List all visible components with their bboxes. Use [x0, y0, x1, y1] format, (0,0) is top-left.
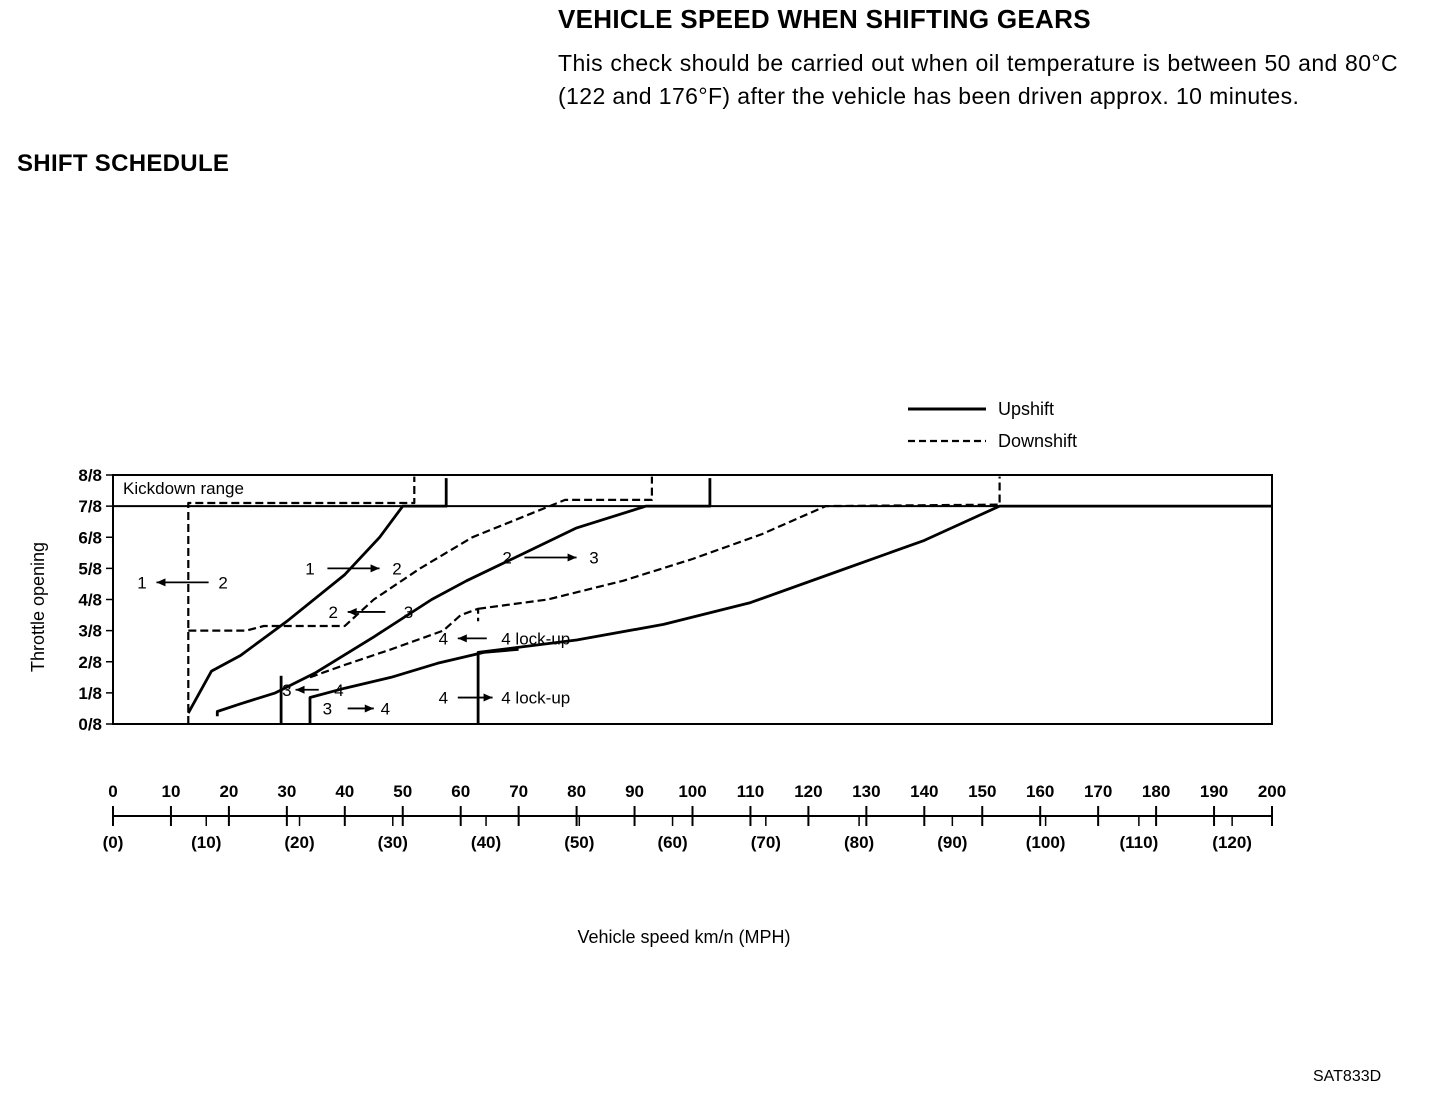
y-tick-label: 6/8	[78, 528, 102, 547]
x-tick-label: 200	[1258, 782, 1286, 801]
y-tick-label: 8/8	[78, 466, 102, 485]
x-tick-label: 160	[1026, 782, 1054, 801]
x-tick-label: 140	[910, 782, 938, 801]
shift-arrow	[156, 578, 209, 587]
shift-annotation: 1	[137, 573, 146, 592]
x-tick-mph-label: (40)	[471, 833, 501, 852]
x-tick-label: 170	[1084, 782, 1112, 801]
x-tick-label: 20	[219, 782, 238, 801]
shift-annotation: 1	[305, 559, 314, 578]
shift-annotation: 2	[502, 548, 511, 567]
x-tick-label: 30	[277, 782, 296, 801]
x-tick-label: 150	[968, 782, 996, 801]
kickdown-label: Kickdown range	[123, 479, 244, 498]
x-tick-mph-label: (120)	[1212, 833, 1252, 852]
x-tick-mph-label: (60)	[657, 833, 687, 852]
x-tick-mph-label: (90)	[937, 833, 967, 852]
x-tick-label: 180	[1142, 782, 1170, 801]
downshift-line	[477, 476, 1001, 610]
x-tick-mph-label: (0)	[103, 833, 124, 852]
x-tick-label: 50	[393, 782, 412, 801]
x-tick-label: 110	[737, 782, 764, 801]
shift-annotation: 3	[323, 699, 332, 718]
shift-arrow	[524, 553, 577, 562]
axes-layer	[106, 474, 1273, 826]
x-tick-label: 80	[567, 782, 586, 801]
shift-annotation: 4	[439, 629, 448, 648]
shift-arrow-head	[156, 578, 166, 587]
shift-arrow-head	[483, 693, 493, 702]
section-title: SHIFT SCHEDULE	[17, 150, 230, 177]
shift-arrow-head	[567, 553, 577, 562]
y-tick-label: 2/8	[78, 653, 102, 672]
series-layer	[187, 476, 1272, 724]
x-tick-label: 60	[451, 782, 470, 801]
shift-annotation: 3	[589, 548, 598, 567]
shift-annotation: 2	[328, 603, 337, 622]
x-tick-label: 190	[1200, 782, 1228, 801]
shift-arrow	[295, 685, 319, 694]
shift-annotation: 4	[334, 681, 343, 700]
shift-arrow-head	[364, 704, 374, 713]
upshift-line	[187, 478, 448, 714]
y-tick-label: 3/8	[78, 622, 102, 641]
legend-upshift-label: Upshift	[998, 399, 1054, 419]
x-tick-mph-label: (70)	[751, 833, 781, 852]
downshift-line	[188, 476, 654, 632]
intro-paragraph: This check should be carried out when oi…	[558, 50, 1398, 109]
x-tick-mph-label: (100)	[1026, 833, 1066, 852]
downshift-line	[187, 476, 416, 724]
shift-annotation: 2	[218, 573, 227, 592]
shift-arrow	[457, 693, 493, 702]
shift-arrow-head	[370, 564, 380, 573]
x-tick-mph-label: (50)	[564, 833, 594, 852]
x-tick-mph-label: (10)	[191, 833, 221, 852]
figure-code: SAT833D	[1313, 1068, 1382, 1085]
x-tick-mph-label: (20)	[284, 833, 314, 852]
x-axis-label: Vehicle speed km/n (MPH)	[577, 927, 790, 947]
legend: Upshift Downshift	[908, 399, 1077, 451]
x-tick-mph-label: (110)	[1120, 833, 1159, 852]
y-axis-label: Throttle opening	[28, 542, 48, 672]
shift-annotation: 4	[439, 689, 448, 708]
x-tick-label: 70	[509, 782, 528, 801]
shift-annotation: 3	[282, 681, 291, 700]
x-tick-label: 120	[794, 782, 822, 801]
shift-arrow-head	[347, 607, 357, 616]
shift-annotation: 4	[381, 699, 390, 718]
y-tick-label: 1/8	[78, 684, 102, 703]
y-tick-label: 0/8	[78, 715, 102, 734]
y-tick-label: 4/8	[78, 591, 102, 610]
shift-arrow-head	[457, 634, 467, 643]
shift-annotation: 3	[404, 603, 413, 622]
upshift-line	[215, 478, 712, 717]
shift-arrow	[347, 607, 386, 616]
shift-annotation: 4 lock-up	[501, 629, 570, 648]
y-tick-label: 7/8	[78, 497, 102, 516]
x-tick-mph-label: (80)	[844, 833, 874, 852]
x-tick-label: 10	[161, 782, 180, 801]
legend-downshift-label: Downshift	[998, 431, 1077, 451]
shift-arrow	[327, 564, 380, 573]
shift-annotation: 2	[392, 559, 401, 578]
x-tick-label: 100	[678, 782, 706, 801]
upshift-line	[476, 504, 1272, 724]
shift-arrow	[347, 704, 374, 713]
x-tick-mph-label: (30)	[378, 833, 408, 852]
x-tick-label: 90	[625, 782, 644, 801]
shift-arrow-head	[295, 685, 305, 694]
x-tick-label: 40	[335, 782, 354, 801]
shift-arrow	[457, 634, 487, 643]
shift-annotation: 4 lock-up	[501, 689, 570, 708]
label-layer: 0/8 1/8 2/8 3/8 4/8 5/8 6/8 7/8 8/8 0 10 20 30 40 50 60…	[78, 466, 1286, 852]
y-tick-label: 5/8	[78, 559, 102, 578]
page-heading: VEHICLE SPEED WHEN SHIFTING GEARS	[558, 4, 1091, 34]
x-tick-label: 130	[852, 782, 880, 801]
x-tick-label: 0	[108, 782, 117, 801]
